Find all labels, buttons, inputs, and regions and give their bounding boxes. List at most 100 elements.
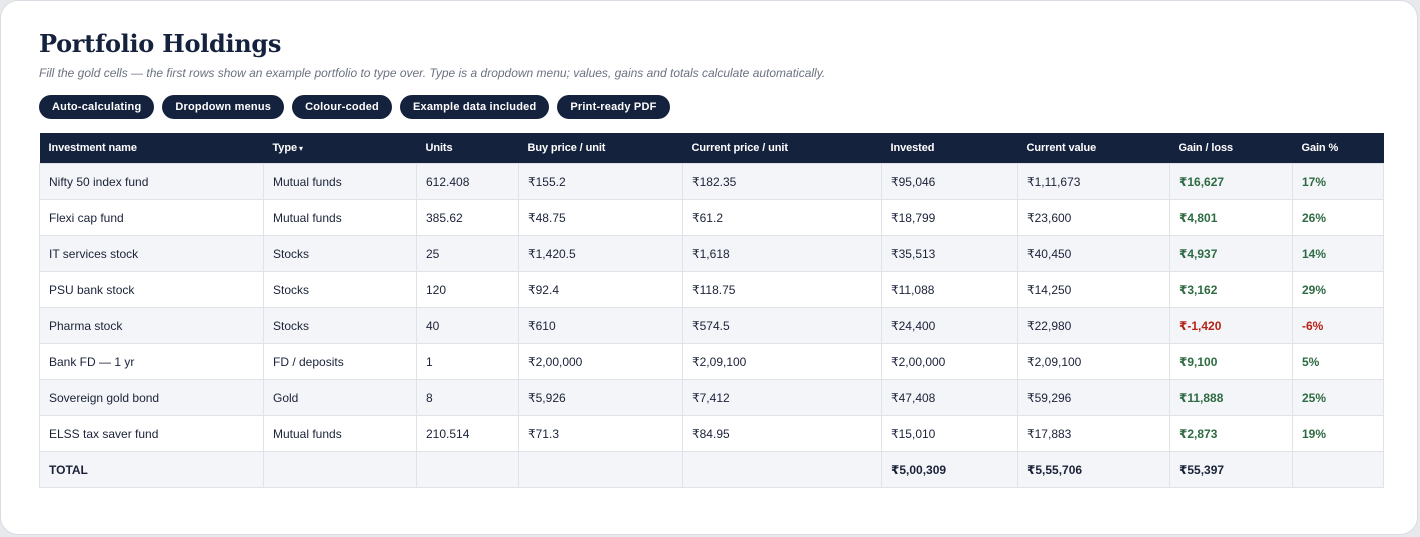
cell-units[interactable]: 25 [416, 235, 519, 272]
pill-print-ready-pdf: Print-ready PDF [557, 95, 670, 119]
table-row: Bank FD — 1 yr FD / deposits 1 ₹2,00,000… [39, 343, 1384, 380]
cell-invested: ₹11,088 [881, 271, 1018, 308]
cell-name[interactable]: ELSS tax saver fund [39, 415, 264, 452]
chevron-down-icon: ▾ [298, 144, 303, 153]
cell-name[interactable]: IT services stock [39, 235, 264, 272]
total-empty-cell [682, 451, 882, 488]
cell-gain: ₹3,162 [1169, 271, 1293, 308]
total-gain: ₹55,397 [1169, 451, 1293, 488]
cell-pct: -6% [1292, 307, 1384, 344]
cell-pct: 19% [1292, 415, 1384, 452]
cell-units[interactable]: 210.514 [416, 415, 519, 452]
cell-current[interactable]: ₹118.75 [682, 271, 882, 308]
cell-type[interactable]: Stocks [263, 235, 417, 272]
cell-name[interactable]: PSU bank stock [39, 271, 264, 308]
cell-name[interactable]: Bank FD — 1 yr [39, 343, 264, 380]
cell-name[interactable]: Sovereign gold bond [39, 379, 264, 416]
cell-value: ₹59,296 [1017, 379, 1170, 416]
cell-current[interactable]: ₹84.95 [682, 415, 882, 452]
table-header: Investment name Type ▾ Units Buy price / … [39, 133, 1384, 164]
col-gain-loss: Gain / loss [1169, 133, 1293, 164]
cell-type[interactable]: Stocks [263, 307, 417, 344]
cell-gain: ₹4,801 [1169, 199, 1293, 236]
cell-invested: ₹15,010 [881, 415, 1018, 452]
cell-units[interactable]: 612.408 [416, 163, 519, 200]
cell-invested: ₹18,799 [881, 199, 1018, 236]
feature-pills: Auto-calculating Dropdown menus Colour-c… [39, 95, 670, 119]
cell-current[interactable]: ₹574.5 [682, 307, 882, 344]
holdings-table: Investment name Type ▾ Units Buy price / … [39, 133, 1384, 488]
cell-name[interactable]: Nifty 50 index fund [39, 163, 264, 200]
col-type-label: Type [272, 142, 298, 154]
cell-type[interactable]: FD / deposits [263, 343, 417, 380]
cell-units[interactable]: 385.62 [416, 199, 519, 236]
page-subtitle: Fill the gold cells — the first rows sho… [39, 66, 826, 80]
table-body: Nifty 50 index fund Mutual funds 612.408… [39, 163, 1384, 488]
cell-value: ₹2,09,100 [1017, 343, 1170, 380]
pill-dropdown-menus: Dropdown menus [162, 95, 285, 119]
cell-current[interactable]: ₹1,618 [682, 235, 882, 272]
cell-current[interactable]: ₹7,412 [682, 379, 882, 416]
table-row: PSU bank stock Stocks 120 ₹92.4 ₹118.75 … [39, 271, 1384, 308]
cell-value: ₹22,980 [1017, 307, 1170, 344]
col-invested: Invested [881, 133, 1018, 164]
cell-type[interactable]: Mutual funds [263, 415, 417, 452]
cell-invested: ₹2,00,000 [881, 343, 1018, 380]
table-row: ELSS tax saver fund Mutual funds 210.514… [39, 415, 1384, 452]
cell-gain: ₹-1,420 [1169, 307, 1293, 344]
pill-auto-calculating: Auto-calculating [39, 95, 155, 119]
col-investment-name: Investment name [39, 133, 264, 164]
cell-invested: ₹35,513 [881, 235, 1018, 272]
cell-value: ₹17,883 [1017, 415, 1170, 452]
cell-type[interactable]: Gold [263, 379, 417, 416]
cell-units[interactable]: 1 [416, 343, 519, 380]
cell-current[interactable]: ₹2,09,100 [682, 343, 882, 380]
col-type: Type ▾ [263, 133, 417, 164]
cell-buy[interactable]: ₹48.75 [518, 199, 683, 236]
cell-pct: 17% [1292, 163, 1384, 200]
col-buy-price: Buy price / unit [518, 133, 683, 164]
cell-gain: ₹16,627 [1169, 163, 1293, 200]
cell-current[interactable]: ₹61.2 [682, 199, 882, 236]
total-empty-cell [263, 451, 417, 488]
cell-pct: 25% [1292, 379, 1384, 416]
total-value: ₹5,55,706 [1017, 451, 1170, 488]
cell-buy[interactable]: ₹5,926 [518, 379, 683, 416]
cell-type[interactable]: Stocks [263, 271, 417, 308]
total-empty-cell [1292, 451, 1384, 488]
cell-type[interactable]: Mutual funds [263, 199, 417, 236]
cell-name[interactable]: Pharma stock [39, 307, 264, 344]
cell-gain: ₹4,937 [1169, 235, 1293, 272]
cell-pct: 29% [1292, 271, 1384, 308]
cell-buy[interactable]: ₹1,420.5 [518, 235, 683, 272]
cell-buy[interactable]: ₹71.3 [518, 415, 683, 452]
cell-buy[interactable]: ₹2,00,000 [518, 343, 683, 380]
cell-value: ₹23,600 [1017, 199, 1170, 236]
cell-gain: ₹11,888 [1169, 379, 1293, 416]
cell-units[interactable]: 120 [416, 271, 519, 308]
cell-pct: 14% [1292, 235, 1384, 272]
table-row: Sovereign gold bond Gold 8 ₹5,926 ₹7,412… [39, 379, 1384, 416]
cell-type[interactable]: Mutual funds [263, 163, 417, 200]
table-row: IT services stock Stocks 25 ₹1,420.5 ₹1,… [39, 235, 1384, 272]
cell-buy[interactable]: ₹610 [518, 307, 683, 344]
total-row: TOTAL ₹5,00,309 ₹5,55,706 ₹55,397 [39, 451, 1384, 488]
total-invested: ₹5,00,309 [881, 451, 1018, 488]
cell-value: ₹14,250 [1017, 271, 1170, 308]
col-current-price: Current price / unit [682, 133, 882, 164]
table-row: Nifty 50 index fund Mutual funds 612.408… [39, 163, 1384, 200]
cell-units[interactable]: 40 [416, 307, 519, 344]
pill-example-data: Example data included [399, 95, 550, 119]
col-units: Units [416, 133, 519, 164]
cell-value: ₹40,450 [1017, 235, 1170, 272]
total-empty-cell [416, 451, 519, 488]
pill-colour-coded: Colour-coded [292, 95, 392, 119]
total-empty-cell [518, 451, 683, 488]
cell-name[interactable]: Flexi cap fund [39, 199, 264, 236]
cell-current[interactable]: ₹182.35 [682, 163, 882, 200]
cell-pct: 26% [1292, 199, 1384, 236]
cell-buy[interactable]: ₹92.4 [518, 271, 683, 308]
cell-buy[interactable]: ₹155.2 [518, 163, 683, 200]
cell-value: ₹1,11,673 [1017, 163, 1170, 200]
cell-units[interactable]: 8 [416, 379, 519, 416]
